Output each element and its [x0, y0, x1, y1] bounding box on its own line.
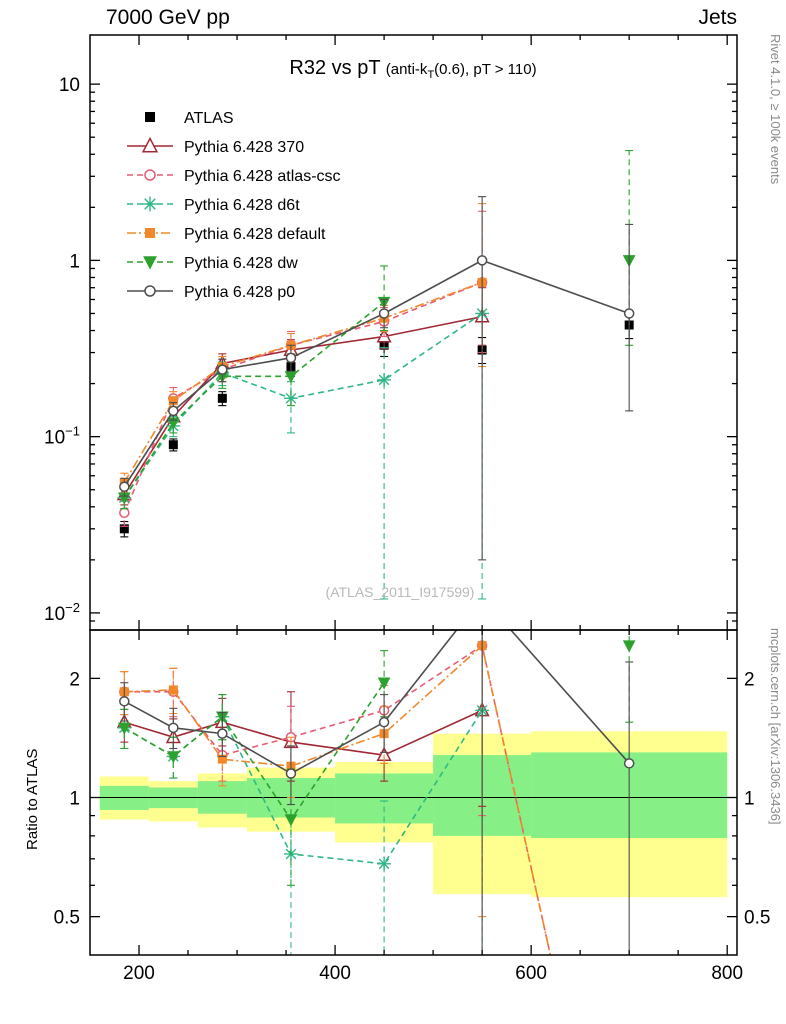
svg-text:1: 1 [69, 789, 80, 810]
legend-item-pythia-6-428-atlas-csc: Pythia 6.428 atlas-csc [127, 168, 341, 185]
svg-text:1: 1 [744, 789, 755, 810]
svg-text:10−2: 10−2 [44, 600, 80, 625]
ratio-panel-frame [89, 629, 738, 956]
series-pythia-6-428-p0 [119, 196, 635, 561]
plot-title: R32 vs pT (anti-kT(0.6), pT > 110) [289, 57, 536, 81]
series-pythia-6-428-p0 [119, 630, 635, 955]
mcplots-arxiv-note: mcplots.cern.ch [arXiv:1306.3436] [768, 628, 783, 825]
plot-title-paren-post: (0.6), pT > 110) [434, 61, 537, 78]
svg-text:Pythia 6.428 atlas-csc: Pythia 6.428 atlas-csc [184, 168, 341, 185]
svg-text:Pythia 6.428 370: Pythia 6.428 370 [184, 139, 304, 156]
svg-text:2: 2 [744, 669, 755, 690]
svg-text:800: 800 [711, 963, 743, 984]
legend: ATLAS Pythia 6.428 370 Pythia 6.428 atlas-… [127, 110, 341, 301]
svg-text:1: 1 [69, 251, 80, 272]
plot-title-subscript: T [427, 69, 435, 81]
svg-text:2: 2 [69, 669, 80, 690]
svg-text:Pythia 6.428 p0: Pythia 6.428 p0 [184, 284, 295, 301]
analysis-group-label: Jets [698, 6, 737, 29]
beam-energy-label: 7000 GeV pp [106, 6, 230, 29]
svg-text:Pythia 6.428 d6t: Pythia 6.428 d6t [184, 197, 300, 214]
svg-text:Pythia 6.428 dw: Pythia 6.428 dw [184, 255, 298, 272]
svg-text:0.5: 0.5 [54, 908, 80, 929]
rivet-version-note: Rivet 4.1.0, ≥ 100k events [768, 34, 783, 185]
axis-ticks [90, 35, 737, 955]
legend-item-pythia-6-428-d6t: Pythia 6.428 d6t [127, 196, 300, 214]
svg-text:0.5: 0.5 [744, 908, 770, 929]
series-atlas [119, 311, 634, 538]
legend-item-pythia-6-428-p0: Pythia 6.428 p0 [127, 284, 295, 301]
plot-title-main: R32 vs pT [289, 57, 386, 79]
ratio-axis-label: Ratio to ATLAS [24, 748, 41, 850]
series-pythia-6-428-atlas-csc [119, 210, 488, 527]
legend-item-pythia-6-428-default: Pythia 6.428 default [127, 226, 326, 243]
tick-labels: 200 400 600 800 10−2 10−1 1 10 0.5 1 2 0.5 1 2 [44, 75, 770, 984]
legend-item-pythia-6-428-dw: Pythia 6.428 dw [127, 255, 298, 272]
svg-text:10−1: 10−1 [44, 424, 80, 449]
svg-text:10: 10 [59, 75, 80, 96]
svg-text:600: 600 [515, 963, 547, 984]
svg-text:200: 200 [123, 963, 155, 984]
legend-item-atlas: ATLAS [145, 110, 234, 127]
svg-text:400: 400 [319, 963, 351, 984]
uncertainty-bands [99, 731, 728, 898]
svg-text:Pythia 6.428 default: Pythia 6.428 default [184, 226, 326, 243]
svg-text:ATLAS: ATLAS [184, 110, 234, 127]
analysis-id-watermark: (ATLAS_2011_I917599) [325, 584, 475, 600]
legend-item-pythia-6-428-370: Pythia 6.428 370 [127, 136, 304, 156]
plot-title-paren-pre: (anti-k [385, 61, 428, 78]
